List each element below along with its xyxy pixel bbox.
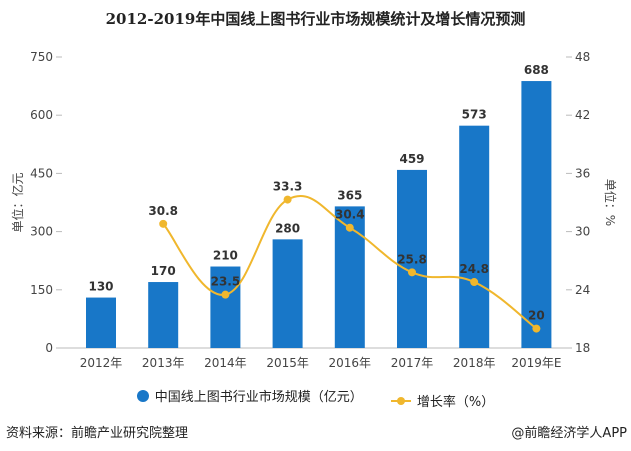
y-tick-label: 0: [45, 341, 53, 355]
legend: 中国线上图书行业市场规模（亿元） 增长率（%）: [0, 386, 631, 410]
x-tick-label: 2014年: [204, 356, 247, 370]
growth-value-label: 20: [528, 309, 545, 323]
y2-axis-label: 单位：%: [603, 179, 618, 226]
bar: [86, 297, 116, 348]
x-tick-label: 2019年E: [511, 356, 561, 370]
growth-point: [159, 219, 168, 228]
y-tick-label: 600: [30, 108, 53, 122]
chart-title: 2012-2019年中国线上图书行业市场规模统计及增长情况预测: [105, 10, 526, 28]
y2-tick-label: 36: [575, 166, 590, 180]
y2-tick-label: 48: [575, 50, 590, 64]
x-tick-label: 2018年: [453, 356, 496, 370]
legend-label: 增长率（%）: [416, 395, 495, 410]
bar: [397, 169, 427, 348]
growth-point: [532, 324, 541, 333]
x-tick-label: 2013年: [142, 356, 185, 370]
growth-value-label: 30.8: [148, 204, 178, 218]
bar-value-label: 210: [213, 249, 238, 263]
y-tick-label: 450: [30, 166, 53, 180]
y-tick-label: 300: [30, 225, 53, 239]
x-tick-label: 2017年: [391, 356, 434, 370]
y2-tick-label: 18: [575, 341, 590, 355]
y-tick-label: 150: [30, 283, 53, 297]
growth-point: [345, 223, 354, 232]
bar-value-label: 365: [337, 188, 362, 202]
growth-value-label: 25.8: [397, 252, 427, 266]
bar-value-label: 573: [462, 108, 487, 122]
growth-value-label: 24.8: [459, 262, 489, 276]
credit-note: @前瞻经济学人APP: [511, 426, 627, 441]
growth-point: [221, 290, 230, 299]
bar-value-label: 130: [88, 280, 113, 294]
source-note: 资料来源：前瞻产业研究院整理: [6, 426, 189, 441]
y2-tick-label: 24: [575, 283, 590, 297]
bar-value-label: 459: [399, 152, 424, 166]
y-tick-label: 750: [30, 50, 53, 64]
growth-point: [470, 278, 479, 287]
growth-value-label: 30.4: [335, 208, 365, 222]
bar: [459, 125, 490, 349]
bar-value-label: 688: [524, 63, 549, 77]
bar: [521, 81, 552, 348]
x-tick-label: 2012年: [80, 356, 123, 370]
growth-value-label: 33.3: [273, 180, 303, 194]
legend-line-marker: [390, 396, 411, 405]
growth-point: [283, 195, 292, 204]
bar-value-label: 280: [275, 221, 300, 235]
bar: [148, 282, 179, 348]
bar: [272, 239, 303, 348]
bar-value-label: 170: [151, 264, 176, 278]
legend-label: 中国线上图书行业市场规模（亿元）: [154, 390, 363, 405]
y2-tick-label: 30: [575, 225, 590, 239]
growth-point: [408, 268, 416, 277]
y2-tick-label: 42: [575, 108, 590, 122]
x-tick-label: 2016年: [329, 356, 372, 370]
legend-bar-marker: [136, 389, 149, 402]
y-axis-label: 单位：亿元: [10, 172, 25, 232]
x-tick-label: 2015年: [266, 356, 309, 370]
legend-item-growth-rate: 增长率（%）: [390, 391, 495, 410]
bar: [210, 266, 241, 348]
growth-value-label: 23.5: [211, 275, 241, 289]
legend-item-market-size: 中国线上图书行业市场规模（亿元）: [136, 386, 363, 405]
